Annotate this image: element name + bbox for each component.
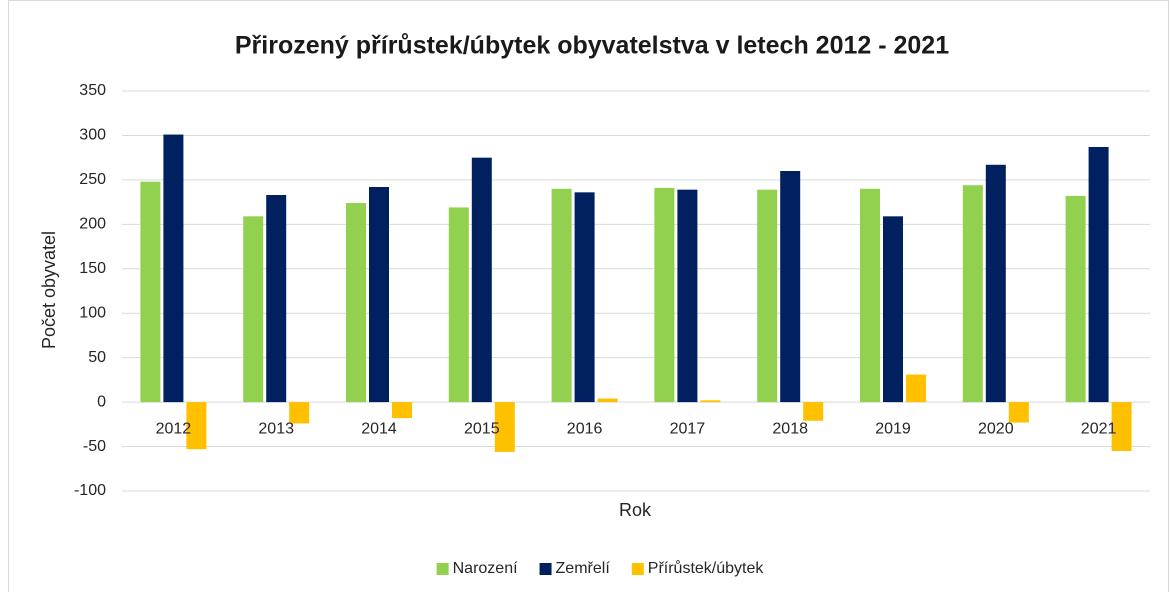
bar xyxy=(346,203,366,403)
bar xyxy=(494,402,515,452)
bar xyxy=(780,171,801,403)
bar xyxy=(597,398,618,403)
x-tick-label: 2015 xyxy=(464,420,500,437)
y-tick-label: 200 xyxy=(79,216,106,233)
x-tick-label: 2021 xyxy=(1081,420,1117,437)
x-tick-label: 2019 xyxy=(875,420,911,437)
bar xyxy=(369,187,389,403)
x-axis-title: Rok xyxy=(619,500,652,520)
bar xyxy=(757,189,778,403)
legend-label: Přírůstek/úbytek xyxy=(648,559,765,577)
x-tick-label: 2016 xyxy=(567,420,603,437)
bar xyxy=(1111,402,1132,451)
bar xyxy=(266,195,287,403)
y-tick-label: 50 xyxy=(88,349,106,366)
bar xyxy=(243,216,264,403)
x-tick-label: 2013 xyxy=(258,420,294,437)
y-tick-label: -50 xyxy=(83,438,106,455)
bar xyxy=(1088,147,1109,403)
bar xyxy=(677,189,698,403)
legend-swatch xyxy=(436,563,449,575)
bar xyxy=(654,187,675,403)
bar xyxy=(574,192,595,403)
y-axis-title: Počet obyvatel xyxy=(39,231,59,349)
bar xyxy=(962,185,983,403)
bar xyxy=(700,400,721,403)
legend-swatch xyxy=(631,563,644,575)
x-tick-label: 2020 xyxy=(978,420,1014,437)
y-tick-label: 150 xyxy=(79,260,106,277)
bar xyxy=(392,402,412,419)
y-tick-label: 300 xyxy=(79,127,106,144)
x-tick-label: 2018 xyxy=(772,420,808,437)
bar xyxy=(448,207,469,403)
x-tick-label: 2017 xyxy=(670,420,706,437)
bar xyxy=(906,374,926,403)
legend-swatch xyxy=(539,563,552,575)
bar xyxy=(140,181,161,403)
bar xyxy=(1008,402,1029,423)
bar xyxy=(289,402,310,424)
bar xyxy=(985,164,1006,403)
y-tick-label: 250 xyxy=(79,171,106,188)
y-tick-label: 0 xyxy=(97,393,106,410)
x-tick-label: 2012 xyxy=(156,420,192,437)
y-tick-label: 350 xyxy=(79,82,106,99)
legend-label: Narození xyxy=(453,560,518,577)
bar xyxy=(186,402,207,450)
bar xyxy=(163,134,184,403)
bar xyxy=(860,188,880,403)
y-tick-label: -100 xyxy=(74,482,106,499)
bar xyxy=(883,216,903,403)
bar xyxy=(803,402,824,421)
bar xyxy=(471,157,492,403)
chart-title: Přirozený přírůstek/úbytek obyvatelstva … xyxy=(235,32,949,60)
bar xyxy=(551,188,572,403)
x-tick-label: 2014 xyxy=(361,420,397,437)
legend-label: Zemřelí xyxy=(556,560,611,577)
y-tick-label: 100 xyxy=(79,304,106,321)
bar xyxy=(1065,195,1086,403)
